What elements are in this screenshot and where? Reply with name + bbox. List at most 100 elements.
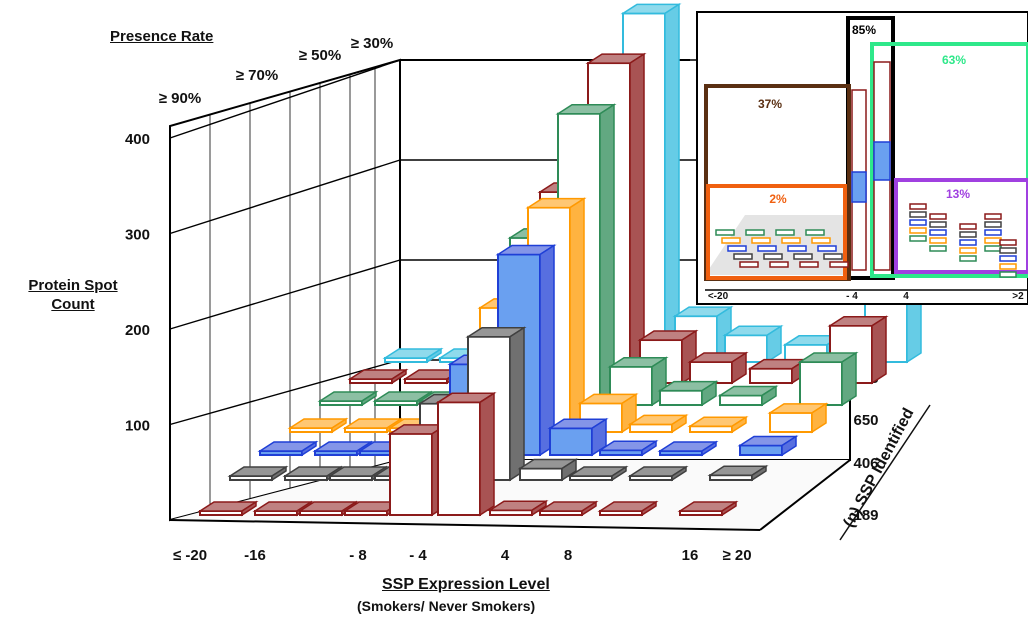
- inset-mini-bar: [781, 237, 801, 244]
- inset-box: [706, 184, 847, 280]
- z-axis-title: (n) SSP Identified: [840, 406, 917, 531]
- bar-front: [739, 444, 783, 457]
- floor-right-edge: [759, 459, 851, 531]
- inset-x-tick: >2: [1012, 291, 1024, 302]
- inset-mini-bar: [929, 213, 947, 220]
- inset-box-label: 63%: [942, 53, 966, 67]
- inset-mini-bar: [929, 245, 947, 252]
- series-right-label: 406: [853, 455, 878, 472]
- inset-mini-bar: [929, 229, 947, 236]
- inset-mini-bar: [739, 261, 759, 268]
- y-tick-label: 200: [125, 322, 150, 339]
- bar-front: [389, 432, 433, 517]
- inset-mini-bar: [799, 261, 819, 268]
- bar-side: [751, 464, 767, 482]
- bar-side: [641, 500, 657, 517]
- bar-front: [549, 427, 593, 457]
- bar-side: [871, 315, 887, 385]
- bar-side: [671, 413, 687, 434]
- inset-mini-bar: [823, 253, 843, 260]
- bar-side: [671, 465, 687, 482]
- inset-mini-bar: [999, 263, 1017, 270]
- bar-front: [689, 425, 733, 433]
- bar-side: [841, 351, 857, 407]
- x-axis-title: SSP Expression Level: [382, 576, 550, 593]
- z-axis-title-underline: [839, 404, 931, 541]
- inset-mini-bar: [959, 255, 977, 262]
- bar-side: [766, 324, 782, 364]
- bar-side: [479, 391, 495, 517]
- inset-mini-bar: [984, 213, 1002, 220]
- bar-side: [701, 380, 717, 407]
- bar-front: [689, 360, 733, 384]
- inset-mini-bar: [929, 237, 947, 244]
- x-tick-label: 4: [501, 547, 510, 564]
- inset-tall-bar: [873, 141, 891, 181]
- bar-side: [664, 3, 680, 364]
- inset-mini-bar: [959, 239, 977, 246]
- x-tick-label: -16: [244, 547, 266, 564]
- bar-front: [519, 467, 563, 482]
- inset-mini-bar: [775, 229, 795, 236]
- bar-side: [781, 435, 797, 457]
- inset-mini-bar: [751, 237, 771, 244]
- bar-side: [701, 440, 717, 457]
- floor-front-edge: [169, 519, 761, 531]
- inset-box-label: 2%: [769, 192, 787, 206]
- inset-mini-bar: [733, 253, 753, 260]
- bar-front: [437, 401, 481, 516]
- bar-side: [331, 417, 347, 434]
- inset-box-label: 85%: [852, 23, 876, 37]
- bar-side: [361, 390, 377, 407]
- inset-mini-bar: [745, 229, 765, 236]
- inset-mini-bar: [909, 203, 927, 210]
- x-tick-label: - 4: [409, 547, 427, 564]
- bar-front: [749, 367, 793, 384]
- y-tick-label: 100: [125, 418, 150, 435]
- bar-side: [721, 500, 737, 517]
- inset-mini-bar: [727, 245, 747, 252]
- y-axis-title: Protein Spot Count: [28, 277, 118, 313]
- bar-side: [731, 351, 747, 385]
- depth-axis-title: Presence Rate: [110, 28, 214, 45]
- inset-x-tick: - 4: [846, 291, 858, 302]
- bar-side: [271, 465, 287, 482]
- bar-front: [799, 361, 843, 406]
- bar-side: [811, 402, 827, 434]
- bar-side: [731, 415, 747, 434]
- x-tick-label: - 8: [349, 547, 367, 564]
- bar-side: [641, 439, 657, 457]
- inset-mini-bar: [909, 219, 927, 226]
- y-tick-label: 400: [125, 131, 150, 148]
- depth-label: ≥ 90%: [159, 90, 201, 107]
- x-tick-label: ≤ -20: [173, 547, 207, 564]
- inset-mini-bar: [805, 229, 825, 236]
- bar-side: [391, 368, 407, 385]
- inset-box: [894, 178, 1028, 274]
- gridline-left: [169, 59, 401, 139]
- bar-side: [539, 244, 555, 457]
- gridline-left: [169, 159, 401, 235]
- inset-mini-bar: [984, 221, 1002, 228]
- inset-mini-bar: [984, 229, 1002, 236]
- bar-side: [241, 500, 257, 517]
- inset-panel: 85% 63% 37% 2% 13% <-20 - 4 4 >2: [696, 11, 1028, 305]
- bar-front: [629, 423, 673, 433]
- series-right-label: 650: [853, 412, 878, 429]
- bar-side: [301, 440, 317, 457]
- bar-side: [599, 103, 615, 407]
- inset-mini-bar: [793, 253, 813, 260]
- inset-mini-bar: [715, 229, 735, 236]
- x-tick-label: 8: [564, 547, 572, 564]
- inset-mini-bar: [929, 221, 947, 228]
- inset-tall-bar: [851, 171, 867, 203]
- bar-front: [769, 411, 813, 433]
- bar-side: [629, 52, 645, 385]
- depth-label: ≥ 30%: [351, 35, 393, 52]
- inset-mini-bar: [829, 261, 849, 268]
- inset-box-label: 37%: [758, 97, 782, 111]
- inset-mini-bar: [984, 245, 1002, 252]
- inset-mini-bar: [984, 237, 1002, 244]
- depth-label: ≥ 70%: [236, 67, 278, 84]
